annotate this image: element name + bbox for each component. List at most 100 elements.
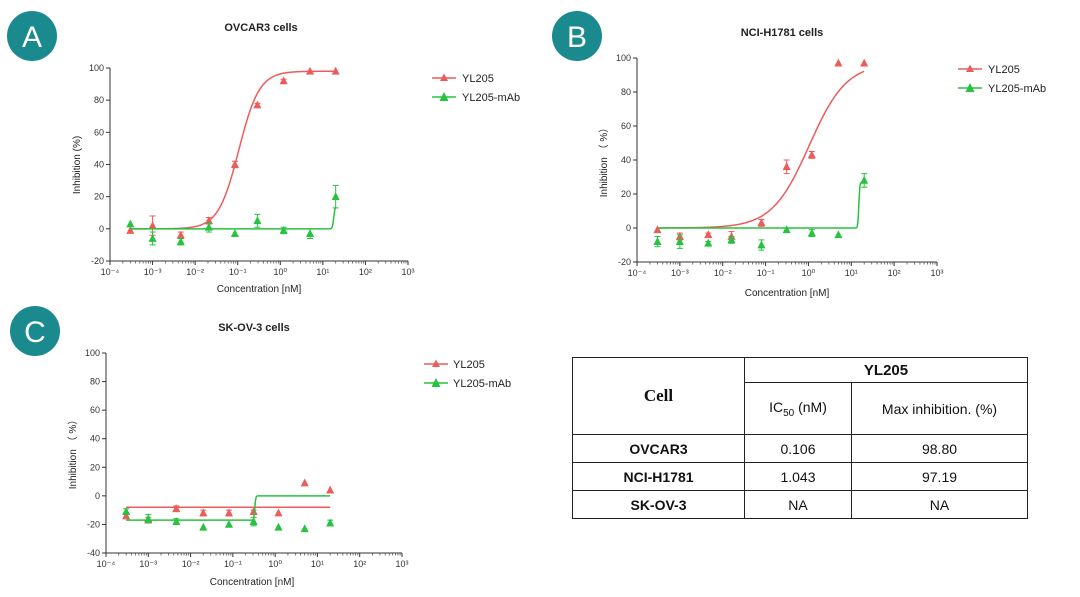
panel-c-yl205-mab-point bbox=[122, 507, 131, 515]
table-row-ic50: 1.043 bbox=[744, 462, 852, 491]
table-row-ic50: NA bbox=[744, 490, 852, 519]
panel-c-x-tick-label: 10³ bbox=[395, 559, 408, 569]
panel-c-legend-yl205: YL205 bbox=[453, 359, 485, 371]
panel-c-yl205-point bbox=[300, 478, 309, 487]
panel-a-legend-yl205: YL205 bbox=[462, 73, 494, 85]
panel-b-x-tick-label: 10⁻² bbox=[714, 268, 732, 278]
panel-c-yl205-mab-point bbox=[172, 517, 181, 525]
panel-c: C SK-OV-3 cells Inhibition （ %） Concentr… bbox=[10, 306, 511, 588]
panel-c-yl205-mab-point bbox=[300, 524, 309, 533]
panel-c-yl205-point bbox=[274, 508, 283, 517]
panel-b-x-tick-label: 10¹ bbox=[845, 268, 858, 278]
panel-a-yl205-point bbox=[279, 76, 288, 85]
panel-b-yl205-point bbox=[704, 230, 713, 239]
panel-b: B NCI-H1781 cells Inhibition （ %） Concen… bbox=[552, 11, 1046, 299]
panel-b-x-tick-label: 10⁻³ bbox=[671, 268, 689, 278]
panel-c-yl205-point bbox=[199, 508, 208, 517]
panel-b-yl205-point bbox=[757, 218, 766, 227]
panel-a: A OVCAR3 cells Inhibition (%) Concentrat… bbox=[7, 11, 520, 295]
panel-a-legend: YL205 YL205-mAb bbox=[432, 73, 520, 104]
panel-b-yl205-mab-point bbox=[675, 237, 684, 245]
panel-c-y-tick-label: -20 bbox=[87, 519, 100, 529]
panel-b-yl205-point bbox=[653, 225, 662, 234]
panel-c-yl205-mab-point bbox=[326, 518, 335, 527]
panel-b-yl205-point bbox=[834, 58, 843, 67]
panel-b-y-tick-label: 80 bbox=[621, 87, 631, 97]
panel-a-yl205-mab-point bbox=[305, 229, 315, 238]
panel-b-letter: B bbox=[567, 21, 587, 54]
panel-a-x-tick-label: 10¹ bbox=[316, 267, 329, 277]
panel-b-yl205-mab-point bbox=[704, 238, 713, 247]
panel-b-yl205-mab-fit-curve bbox=[657, 181, 865, 229]
panel-c-yl205-point bbox=[224, 508, 234, 517]
panel-a-yl205-point bbox=[148, 221, 157, 229]
panel-a-x-tick-label: 10⁻¹ bbox=[229, 267, 247, 277]
table-row: SK-OV-3 NA NA bbox=[572, 490, 1029, 519]
panel-a-legend-marker-mab bbox=[439, 92, 449, 101]
panel-b-x-tick-label: 10⁻¹ bbox=[757, 268, 775, 278]
panel-a-y-tick-label: 60 bbox=[94, 127, 104, 137]
panel-b-y-tick-label: 20 bbox=[621, 189, 631, 199]
panel-c-yl205-point bbox=[122, 511, 131, 520]
panel-c-legend-mab: YL205-mAb bbox=[453, 378, 511, 390]
panel-a-x-tick-label: 10⁰ bbox=[273, 267, 287, 277]
panel-b-yl205-mab-point bbox=[727, 235, 736, 244]
table-row-cell-name: NCI-H1781 bbox=[572, 462, 745, 491]
panel-a-y-tick-label: 100 bbox=[89, 63, 104, 73]
table-header-ic50: IC50 (nM) bbox=[744, 382, 852, 435]
panel-a-yl205-fit-curve bbox=[130, 70, 336, 230]
panel-a-y-tick-label: -20 bbox=[91, 256, 104, 266]
panel-c-yl205-mab-point bbox=[249, 517, 258, 525]
panel-a-x-tick-label: 10² bbox=[359, 267, 372, 277]
table-row-max: NA bbox=[850, 490, 1029, 519]
panel-b-yl205-point bbox=[807, 150, 816, 159]
panel-a-x-tick-label: 10⁻³ bbox=[144, 267, 162, 277]
panel-b-yl205-point bbox=[782, 162, 791, 171]
panel-b-y-tick-label: -20 bbox=[618, 257, 631, 267]
panel-c-legend: YL205 YL205-mAb bbox=[424, 359, 511, 390]
panel-a-ylabel: Inhibition (%) bbox=[72, 136, 83, 194]
panel-a-x-tick-label: 10⁻⁴ bbox=[101, 267, 120, 277]
panel-a-badge bbox=[7, 11, 57, 61]
panel-a-yl205-mab-point bbox=[253, 216, 262, 225]
panel-a-x-tick-label: 10³ bbox=[401, 267, 414, 277]
panel-c-y-tick-label: 40 bbox=[90, 434, 100, 444]
panel-a-legend-mab: YL205-mAb bbox=[462, 92, 520, 104]
table-row: OVCAR3 0.106 98.80 bbox=[572, 434, 1029, 463]
panel-b-y-tick-label: 100 bbox=[616, 53, 631, 63]
panel-c-x-tick-label: 10⁻⁴ bbox=[97, 559, 116, 569]
panel-c-ylabel: Inhibition （ %） bbox=[67, 415, 79, 489]
panel-c-x-tick-label: 10² bbox=[353, 559, 366, 569]
panel-c-x-tick-label: 10⁻² bbox=[182, 559, 200, 569]
panel-c-yl205-mab-fit-curve bbox=[126, 495, 331, 521]
panel-b-yl205-fit-curve bbox=[657, 70, 865, 229]
panel-b-yl205-mab-point bbox=[807, 228, 816, 237]
panel-c-yl205-point bbox=[249, 507, 258, 515]
panel-c-yl205-mab-point bbox=[274, 522, 283, 531]
panel-c-x-tick-label: 10¹ bbox=[311, 559, 324, 569]
panel-a-yl205-mab-fit-curve bbox=[130, 206, 337, 230]
panel-c-xlabel: Concentration [nM] bbox=[210, 577, 295, 588]
panel-c-y-tick-label: -40 bbox=[87, 548, 100, 558]
panel-b-yl205-mab-point bbox=[834, 230, 843, 239]
panel-b-x-tick-label: 10² bbox=[888, 268, 901, 278]
panel-a-xlabel: Concentration [nM] bbox=[217, 284, 302, 295]
panel-b-legend-marker-mab bbox=[965, 83, 975, 92]
panel-b-yl205-mab-point bbox=[757, 240, 766, 249]
panel-b-yl205-mab-point bbox=[860, 175, 869, 184]
panel-b-y-tick-label: 40 bbox=[621, 155, 631, 165]
ic50-subscript: 50 bbox=[783, 407, 795, 419]
panel-b-legend-yl205: YL205 bbox=[988, 64, 1020, 76]
panel-a-y-tick-label: 40 bbox=[94, 160, 104, 170]
table-row-max: 98.80 bbox=[850, 434, 1029, 463]
panel-c-x-tick-label: 10⁻¹ bbox=[224, 559, 242, 569]
panel-c-y-tick-label: 20 bbox=[90, 462, 100, 472]
panel-b-xlabel: Concentration [nM] bbox=[745, 288, 830, 299]
panel-c-x-tick-label: 10⁻³ bbox=[139, 559, 157, 569]
panel-c-yl205-mab-point bbox=[144, 514, 153, 523]
panel-b-title: NCI-H1781 cells bbox=[741, 27, 824, 39]
panel-c-title: SK-OV-3 cells bbox=[218, 322, 290, 334]
panel-c-y-tick-label: 80 bbox=[90, 377, 100, 387]
